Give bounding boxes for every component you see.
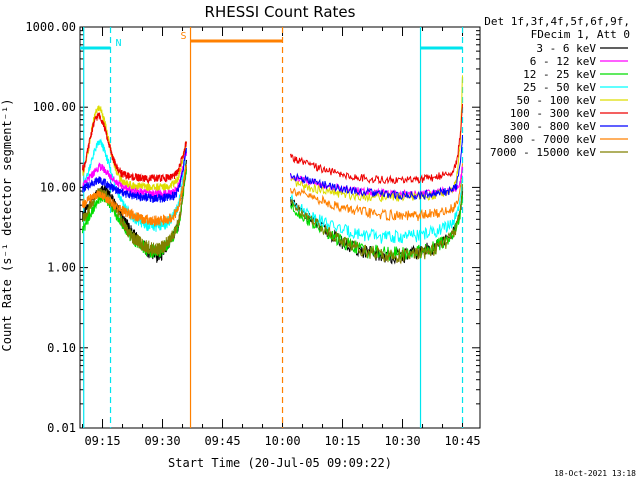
y-tick-label: 100.00: [33, 100, 76, 114]
x-tick-label: 10:30: [384, 434, 420, 448]
series-line: [290, 184, 463, 265]
chart-title: RHESSI Count Rates: [205, 3, 356, 21]
series-line: [82, 151, 187, 201]
x-tick-label: 09:15: [84, 434, 120, 448]
plot-frame: [79, 26, 481, 429]
x-tick-label: 09:30: [144, 434, 180, 448]
x-axis-label: Start Time (20-Jul-05 09:09:22): [168, 456, 392, 470]
series-line: [82, 112, 187, 185]
series-line: [290, 163, 463, 222]
series-line: [82, 164, 187, 227]
legend-header-line-1: Det 1f,3f,4f,5f,6f,9f,: [484, 15, 630, 28]
y-tick-label: 0.01: [47, 421, 76, 435]
legend-label: 800 - 7000 keV: [503, 133, 596, 146]
y-tick-label: 0.10: [47, 341, 76, 355]
legend-header-line-2: FDecim 1, Att 0: [531, 28, 630, 41]
x-tick-label: 10:45: [444, 434, 480, 448]
legend-label: 50 - 100 keV: [517, 94, 597, 107]
y-tick-label: 1.00: [47, 261, 76, 275]
series-line: [82, 147, 187, 203]
y-tick-label: 1000.00: [25, 20, 76, 34]
legend-label: 3 - 6 keV: [536, 42, 596, 55]
plot-area: 1000.00 100.00 10.00 1.00 0.10 0.01 09:15 09:30…: [25, 20, 480, 448]
y-tick-label: 10.00: [40, 180, 76, 194]
legend-label: 100 - 300 keV: [510, 107, 596, 120]
series-line: [290, 103, 463, 185]
legend-label: 300 - 800 keV: [510, 120, 596, 133]
x-tick-label: 10:00: [264, 434, 300, 448]
series-line: [290, 134, 463, 201]
footer-timestamp: 18-Oct-2021 13:18: [554, 469, 636, 478]
series-line: [290, 175, 463, 244]
x-tick-label: 10:15: [324, 434, 360, 448]
series-line: [290, 191, 463, 265]
y-axis-label: Count Rate (s⁻¹ detector segment⁻¹): [0, 99, 14, 352]
legend-label: 25 - 50 keV: [523, 81, 596, 94]
saa-bar-label: S: [181, 31, 187, 42]
legend-label: 12 - 25 keV: [523, 68, 596, 81]
x-tick-label: 09:45: [204, 434, 240, 448]
night-bar-label: N: [116, 38, 122, 49]
legend-label: 6 - 12 keV: [530, 55, 597, 68]
legend-label: 7000 - 15000 keV: [490, 146, 596, 159]
series-line: [290, 75, 463, 203]
series-line: [82, 105, 187, 192]
